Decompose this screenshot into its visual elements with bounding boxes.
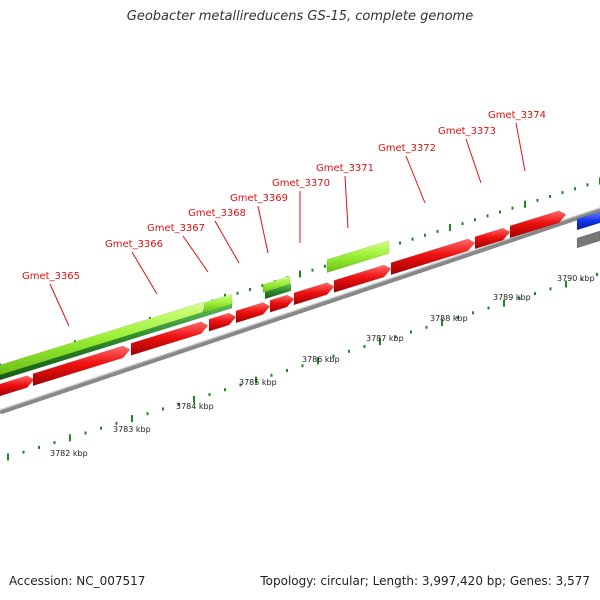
gene-label-leader <box>131 251 158 295</box>
gene-label-leader <box>214 220 240 264</box>
gene-label[interactable]: Gmet_3366 <box>105 239 163 250</box>
gene-label[interactable]: Gmet_3365 <box>22 271 80 282</box>
genome-summary-text: Topology: circular; Length: 3,997,420 bp… <box>260 574 590 588</box>
scale-label: 3782 kbp <box>50 449 88 458</box>
backbone-highlight <box>0 207 600 411</box>
accession-text: Accession: NC_007517 <box>9 574 146 588</box>
gene-feature-red <box>0 375 35 397</box>
gene-feature-red <box>509 210 567 239</box>
gene-feature-red <box>235 302 271 324</box>
gene-feature-red <box>208 312 237 332</box>
gene-feature-red <box>269 294 295 313</box>
gene-feature-light-green <box>326 240 390 273</box>
backbone-line <box>0 207 600 415</box>
gene-feature-red <box>32 345 131 387</box>
scale-label: 3786 kbp <box>302 355 340 364</box>
gene-label-leader <box>344 175 349 229</box>
scale-label: 3790 kbp <box>557 274 595 283</box>
scale-label: 3784 kbp <box>176 402 214 411</box>
gene-label-leader <box>515 122 526 172</box>
gene-label[interactable]: Gmet_3373 <box>438 126 496 137</box>
gene-feature-blue <box>576 211 600 231</box>
scale-label: 3783 kbp <box>113 425 151 434</box>
gene-label-leader <box>465 138 482 184</box>
gene-feature-gray <box>576 230 600 249</box>
gene-label-leader <box>257 205 269 254</box>
scale-label: 3788 kbp <box>430 314 468 323</box>
gene-feature-red <box>474 227 511 250</box>
scale-label-group: 3782 kbp 3783 kbp 3784 kbp 3785 kbp 3786 kbp… <box>50 274 595 458</box>
gene-label-leader <box>182 235 209 273</box>
gene-feature-light-green <box>203 293 233 314</box>
gene-label[interactable]: Gmet_3374 <box>488 110 546 121</box>
gene-feature-light-green <box>262 275 291 293</box>
gene-feature-light-green <box>0 301 204 376</box>
gene-feature-red <box>390 238 476 276</box>
feature-track <box>0 210 600 397</box>
scale-label: 3785 kbp <box>239 378 277 387</box>
gene-feature-red <box>130 321 209 356</box>
scale-label: 3787 kbp <box>366 334 404 343</box>
gene-feature-red <box>293 282 335 306</box>
gene-label[interactable]: Gmet_3367 <box>147 223 205 234</box>
gene-label[interactable]: Gmet_3370 <box>272 178 330 189</box>
gene-feature-red <box>333 264 392 293</box>
gene-label[interactable]: Gmet_3371 <box>316 163 374 174</box>
gene-feature-dark-green <box>264 283 292 300</box>
gene-label-leader <box>405 155 426 204</box>
gene-label-leader <box>49 283 70 327</box>
gene-label[interactable]: Gmet_3368 <box>188 208 246 219</box>
gene-label[interactable]: Gmet_3369 <box>230 193 288 204</box>
gene-label[interactable]: Gmet_3372 <box>378 143 436 154</box>
scale-label: 3789 kbp <box>493 293 531 302</box>
gene-label-group: Gmet_3365 Gmet_3366 Gmet_3367 Gmet_3368 Gmet… <box>22 110 546 327</box>
genome-backbone <box>0 207 600 415</box>
map-title: Geobacter metallireducens GS-15, complet… <box>126 9 474 24</box>
